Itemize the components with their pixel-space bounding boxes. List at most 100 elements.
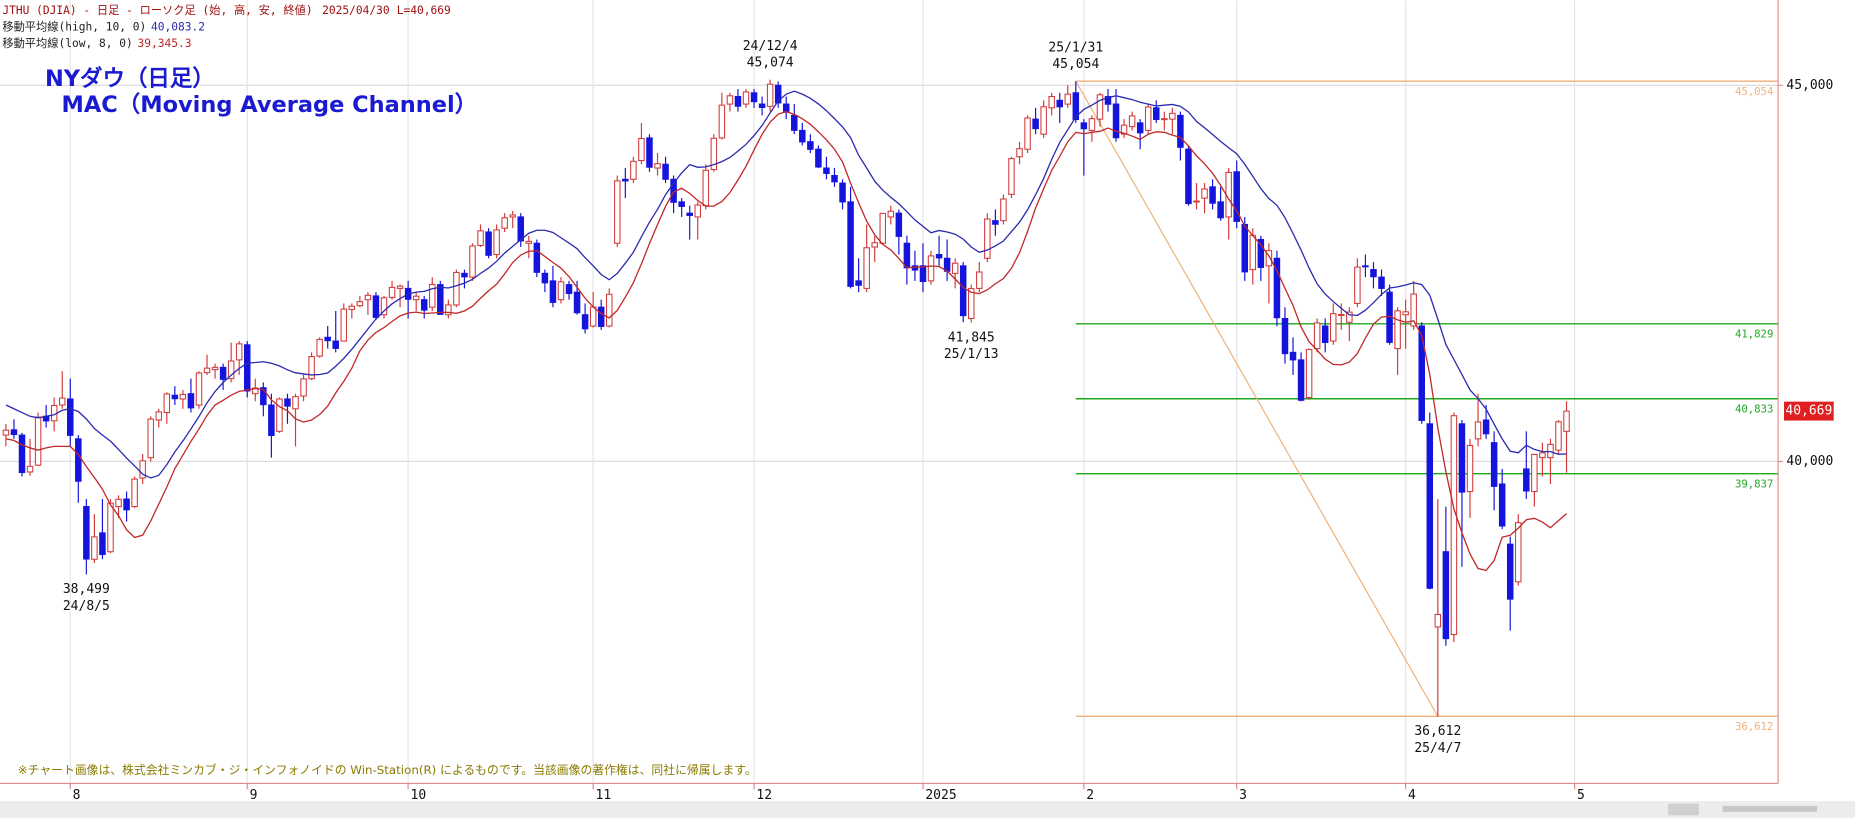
candle-body	[1088, 118, 1096, 131]
candle-body	[1329, 313, 1337, 342]
scrollbar-thumb[interactable]	[1668, 803, 1699, 816]
candle-body	[557, 281, 565, 301]
candle-body	[1080, 122, 1088, 130]
candle-body	[1297, 359, 1305, 401]
candle-body	[855, 280, 862, 286]
candle-body	[1354, 266, 1361, 304]
candle-body	[429, 283, 436, 308]
candle-body	[951, 262, 959, 274]
candle-body	[91, 536, 98, 560]
candle-body	[774, 84, 782, 104]
candle-body	[823, 167, 830, 174]
candle-body	[605, 293, 613, 327]
candle-body	[1193, 200, 1200, 203]
candle-body	[235, 343, 243, 361]
candle-body	[501, 217, 508, 229]
candle-body	[517, 216, 525, 242]
x-tick-label: 11	[596, 788, 612, 803]
candle-body	[171, 394, 179, 400]
candle-body	[646, 137, 653, 168]
date-label: 2025/04/30	[322, 4, 390, 17]
labels: 40,000 45,000 8 9 10 11 12 2025 2 3 4 5 45,054 41,829…	[63, 39, 1834, 803]
candle-body	[1128, 115, 1136, 128]
scrollbar[interactable]	[0, 801, 1855, 818]
candle-body	[1096, 94, 1104, 120]
candle-body	[630, 160, 637, 180]
candle-body	[1450, 415, 1458, 636]
candle-body	[461, 272, 468, 278]
candle-body	[276, 398, 283, 432]
candle-body	[2, 429, 10, 436]
candle-body	[1112, 103, 1120, 139]
candle-body	[1201, 188, 1208, 199]
candle-body	[1008, 158, 1015, 195]
candle-body	[807, 141, 814, 150]
candle-body	[967, 288, 975, 320]
candle-body	[1466, 444, 1474, 493]
candle-body	[58, 397, 66, 406]
annotation-value: 41,845	[948, 331, 995, 346]
candle-body	[815, 148, 822, 168]
footnote: ※チャート画像は、株式会社ミンカブ・ジ・インフォノイドの Win-Station…	[18, 763, 757, 777]
candle-body	[179, 393, 187, 400]
candle-body	[734, 96, 742, 107]
annotation-date: 25/4/7	[1414, 741, 1461, 756]
candle-body	[726, 95, 734, 105]
candle-body	[1177, 114, 1184, 148]
last-label: L=40,669	[397, 4, 451, 17]
channel-label: 40,833	[1735, 402, 1773, 415]
candle-body	[1040, 106, 1047, 135]
source-line: JTHU (DJIA) - 日足 - ローソク足 (始, 高, 安, 終値)	[2, 3, 312, 17]
candle-body	[1442, 551, 1450, 640]
candle-body	[396, 285, 404, 289]
candle-body	[935, 254, 943, 259]
legend-entry: 移動平均線(high, 10, 0) 40,083.2	[2, 19, 205, 33]
candle-body	[573, 291, 581, 314]
candle-body	[1257, 238, 1265, 268]
candle-body	[67, 398, 74, 436]
candle-body	[203, 367, 211, 374]
candle-body	[163, 393, 171, 414]
candle-body	[300, 378, 307, 397]
candle-body	[284, 398, 291, 407]
candle-body	[340, 308, 348, 342]
candle-body	[766, 83, 774, 107]
candle-body	[1490, 442, 1498, 487]
legend-value: 39,345.3	[138, 37, 192, 50]
candle-body	[1506, 543, 1514, 600]
y-tick-label: 45,000	[1786, 78, 1833, 93]
candle-body	[1362, 265, 1369, 268]
candle-body	[1523, 468, 1530, 492]
annotation-value: 38,499	[63, 582, 110, 597]
candle-body	[614, 180, 621, 244]
x-tick-label: 12	[756, 788, 772, 803]
zoom-slider[interactable]	[1722, 805, 1818, 812]
candle-body	[565, 284, 573, 294]
x-tick-label: 2	[1086, 788, 1094, 803]
candle-body	[541, 272, 549, 284]
candle-body	[718, 104, 726, 139]
channel-label: 45,054	[1735, 85, 1773, 98]
candle-body	[477, 230, 484, 247]
channel-label: 41,829	[1735, 327, 1773, 340]
x-tick-label: 3	[1239, 788, 1247, 803]
candle-body	[469, 245, 476, 278]
candle-body	[107, 502, 114, 553]
candle-body	[750, 92, 758, 103]
header-line: JTHU (DJIA) - 日足 - ローソク足 (始, 高, 安, 終値) 20…	[2, 3, 450, 17]
last-price-label: 40,669	[1785, 404, 1832, 419]
x-tick-label: 4	[1408, 788, 1416, 803]
candle-body	[1346, 311, 1353, 323]
candle-body	[219, 366, 227, 380]
candle-body	[453, 271, 460, 306]
candle-body	[18, 434, 26, 474]
candle-body	[1402, 311, 1409, 316]
candle-body	[622, 178, 629, 182]
candle-body	[871, 242, 878, 248]
candle-body	[710, 137, 718, 171]
candle-body	[1185, 148, 1192, 205]
annotation-value: 36,612	[1414, 724, 1461, 739]
x-tick-label: 9	[250, 788, 258, 803]
candle-body	[1273, 257, 1281, 319]
